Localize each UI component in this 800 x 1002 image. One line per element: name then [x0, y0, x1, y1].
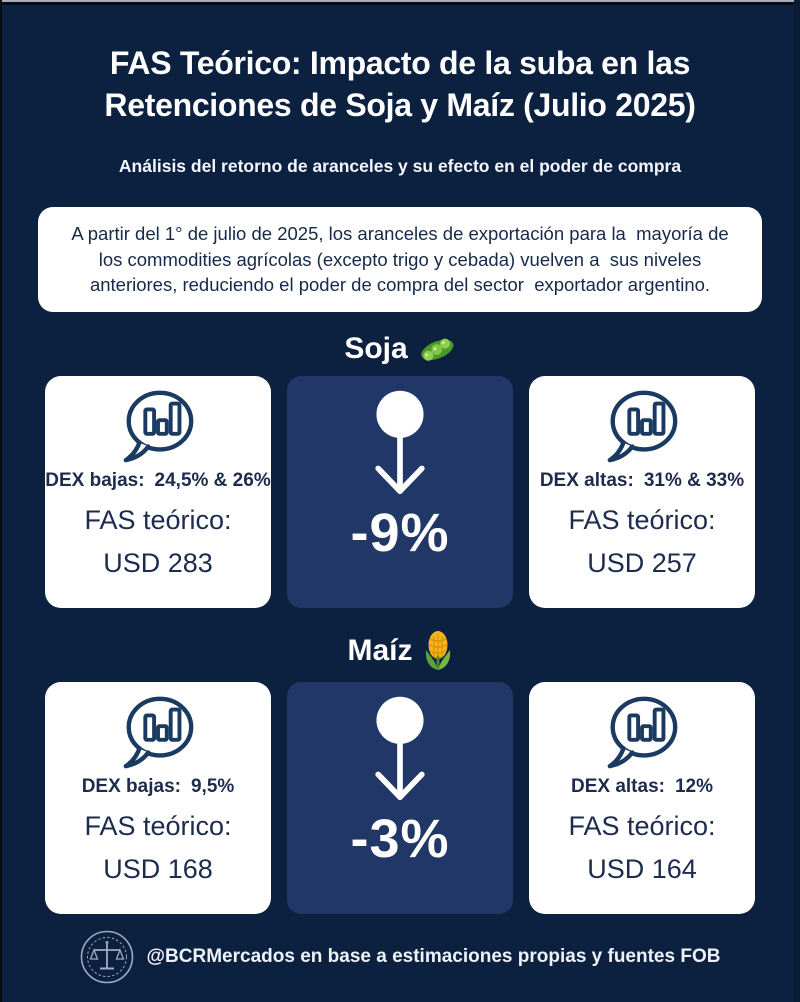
edge-left [0, 0, 2, 1002]
delta-value: -9% [350, 502, 450, 563]
down-arrow-icon [375, 390, 425, 494]
down-arrow-icon [375, 696, 425, 800]
section-heading-maiz: Maíz [0, 630, 800, 672]
dex-label: DEX bajas: [45, 469, 145, 491]
maiz-row: DEX bajas: 9,5% FAS teórico: USD 168 -3% [45, 681, 755, 914]
fas-value: USD 164 [587, 853, 697, 884]
title-line-1: FAS Teórico: Impacto de la suba en las [109, 45, 691, 81]
fas-label: FAS teórico: [84, 810, 232, 841]
section-heading-soja: Soja [0, 332, 800, 366]
chart-speech-bubble-icon [123, 390, 194, 462]
fas-label: FAS teórico: [568, 504, 716, 535]
title-line-2: Retenciones de Soja y Maíz (Julio 2025) [104, 87, 696, 124]
dex-value: 31% & 33% [643, 469, 745, 491]
dex-value: 12% [674, 775, 713, 797]
fas-label: FAS teórico: [568, 810, 716, 841]
dex-value: 9,5% [190, 775, 235, 797]
fas-value: USD 257 [587, 547, 697, 578]
section-title-maiz: Maíz [347, 633, 413, 667]
edge-top-dark [0, 2, 800, 5]
intro-line: anteriores, reduciendo el poder de compr… [89, 274, 711, 296]
maiz-delta-panel: -3% [287, 681, 513, 914]
soja-delta-panel: -9% [287, 375, 513, 608]
fas-value: USD 168 [103, 853, 213, 884]
intro-box: A partir del 1° de julio de 2025, los ar… [38, 207, 762, 312]
edge-right [794, 0, 800, 1002]
edge-top-light [0, 0, 800, 2]
page-title: FAS Teórico: Impacto de la suba en las R… [30, 42, 770, 126]
soja-dex-altas-card: DEX altas: 31% & 33% FAS teórico: USD 257 [529, 375, 755, 608]
maiz-dex-altas-card: DEX altas: 12% FAS teórico: USD 164 [529, 681, 755, 914]
dex-label: DEX altas: [539, 469, 634, 491]
section-title-soja: Soja [344, 331, 408, 365]
corn-icon [425, 630, 450, 671]
dex-line: DEX altas: 31% & 33% [540, 470, 744, 492]
bcr-seal-logo [80, 930, 133, 983]
footer-credit: @BCRMercados en base a estimaciones prop… [146, 945, 721, 967]
fas-value: USD 283 [103, 547, 213, 578]
maiz-dex-bajas-card: DEX bajas: 9,5% FAS teórico: USD 168 [45, 681, 271, 914]
chart-speech-bubble-icon [123, 696, 194, 768]
dex-line: DEX bajas: 24,5% & 26% [45, 470, 270, 492]
dex-label: DEX bajas: [81, 775, 181, 797]
chart-speech-bubble-icon [607, 696, 678, 768]
dex-value: 24,5% & 26% [154, 469, 271, 491]
soja-dex-bajas-card: DEX bajas: 24,5% & 26% FAS teórico: USD 2… [45, 375, 271, 608]
fas-label: FAS teórico: [84, 504, 232, 535]
intro-line: A partir del 1° de julio de 2025, los ar… [71, 223, 729, 245]
soja-row: DEX bajas: 24,5% & 26% FAS teórico: USD 2… [45, 375, 755, 608]
footer: @BCRMercados en base a estimaciones prop… [0, 930, 800, 984]
chart-speech-bubble-icon [607, 390, 678, 462]
intro-line: los commodities agrícolas (excepto trigo… [98, 248, 702, 270]
delta-value: -3% [350, 808, 450, 869]
dex-line: DEX altas: 12% [571, 776, 713, 798]
pea-pod-icon [420, 338, 454, 361]
dex-line: DEX bajas: 9,5% [82, 776, 235, 798]
dex-label: DEX altas: [570, 775, 665, 797]
page-subtitle: Análisis del retorno de aranceles y su e… [118, 156, 682, 177]
